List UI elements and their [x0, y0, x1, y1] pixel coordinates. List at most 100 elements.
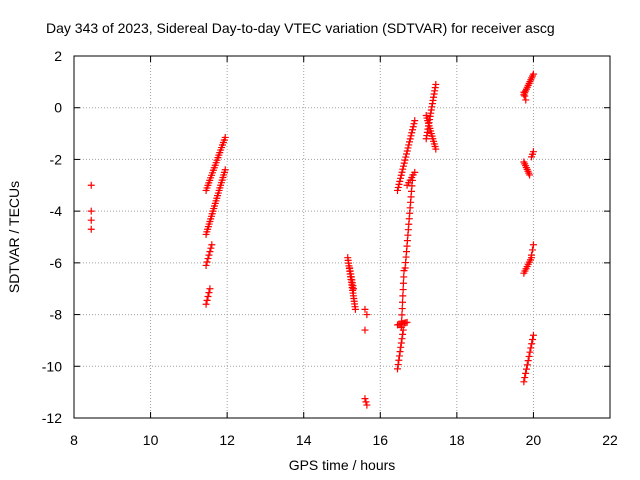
data-point	[221, 133, 229, 141]
data-point	[399, 165, 407, 173]
data-points	[87, 70, 537, 409]
data-point	[399, 326, 407, 334]
data-point	[408, 129, 416, 137]
data-point	[361, 395, 369, 403]
data-point	[522, 369, 530, 377]
data-point	[405, 141, 413, 149]
data-point	[526, 348, 534, 356]
data-point	[203, 258, 211, 266]
data-point	[208, 241, 216, 249]
data-point	[87, 216, 95, 224]
y-tick-label: -10	[42, 358, 62, 374]
data-point	[394, 365, 402, 373]
x-tick-label: 12	[219, 432, 235, 448]
data-point	[399, 279, 407, 287]
x-tick-label: 10	[143, 432, 159, 448]
data-point	[521, 374, 529, 382]
data-point	[524, 357, 532, 365]
data-point	[527, 344, 535, 352]
data-point	[221, 166, 229, 174]
data-point	[528, 251, 536, 259]
data-point	[528, 340, 536, 348]
data-point	[522, 365, 530, 373]
y-axis-label: SDTVAR / TECUs	[6, 181, 22, 293]
data-point	[361, 326, 369, 334]
data-point	[399, 298, 407, 306]
data-point	[400, 273, 408, 281]
data-point	[205, 289, 213, 297]
data-point	[397, 174, 405, 182]
data-point	[363, 401, 371, 409]
data-point	[395, 356, 403, 364]
data-point	[400, 267, 408, 275]
data-point	[404, 144, 412, 152]
y-tick-label: 0	[54, 100, 62, 116]
x-tick-label: 20	[526, 432, 542, 448]
data-point	[400, 162, 408, 170]
x-tick-labels: 8 10 12 14 16 18 20 22	[70, 432, 618, 448]
data-point	[520, 88, 528, 96]
data-point	[522, 96, 530, 104]
x-tick-label: 22	[602, 432, 618, 448]
x-tick-label: 14	[296, 432, 312, 448]
data-point	[397, 339, 405, 347]
data-point	[403, 147, 411, 155]
data-point	[203, 296, 211, 304]
data-point	[401, 156, 409, 164]
data-point	[402, 153, 410, 161]
data-point	[410, 120, 418, 128]
y-tick-label: -8	[50, 307, 63, 323]
data-point	[395, 180, 403, 188]
data-point	[206, 285, 214, 293]
data-point	[529, 335, 537, 343]
data-point	[520, 378, 528, 386]
data-point	[400, 159, 408, 167]
data-point	[205, 251, 213, 259]
data-point	[394, 361, 402, 369]
data-point	[351, 305, 359, 313]
data-point	[526, 171, 534, 179]
data-point	[206, 248, 214, 256]
data-point	[87, 207, 95, 215]
y-tick-label: 2	[54, 48, 62, 64]
data-point	[204, 292, 212, 300]
data-point	[529, 241, 537, 249]
data-point	[529, 70, 537, 78]
data-point	[202, 261, 210, 269]
data-point	[399, 330, 407, 338]
x-tick-label: 8	[70, 432, 78, 448]
data-point	[432, 145, 440, 153]
data-point	[399, 292, 407, 300]
data-point	[87, 181, 95, 189]
data-point	[349, 285, 357, 293]
data-point	[397, 343, 405, 351]
data-point	[396, 177, 404, 185]
chart-title: Day 343 of 2023, Sidereal Day-to-day VTE…	[46, 20, 555, 36]
data-point	[529, 148, 537, 156]
data-point	[361, 305, 369, 313]
data-point	[521, 92, 529, 100]
data-point	[395, 352, 403, 360]
data-point	[399, 286, 407, 294]
data-point	[528, 246, 536, 254]
data-point	[403, 150, 411, 158]
data-point	[525, 352, 533, 360]
data-point	[398, 311, 406, 319]
data-point	[432, 80, 440, 88]
x-tick-label: 18	[449, 432, 465, 448]
x-axis-label: GPS time / hours	[289, 457, 396, 473]
data-point	[394, 186, 402, 194]
data-point	[398, 305, 406, 313]
data-point	[87, 225, 95, 233]
grid	[74, 56, 610, 418]
data-point	[406, 135, 414, 143]
y-tick-label: -12	[42, 410, 62, 426]
data-point	[202, 300, 210, 308]
data-point	[408, 126, 416, 134]
x-tick-label: 16	[372, 432, 388, 448]
data-point	[398, 335, 406, 343]
data-point	[394, 183, 402, 191]
data-point	[409, 123, 417, 131]
y-tick-labels: 2 0 -2 -4 -6 -8 -10 -12	[42, 48, 62, 426]
data-point	[407, 132, 415, 140]
